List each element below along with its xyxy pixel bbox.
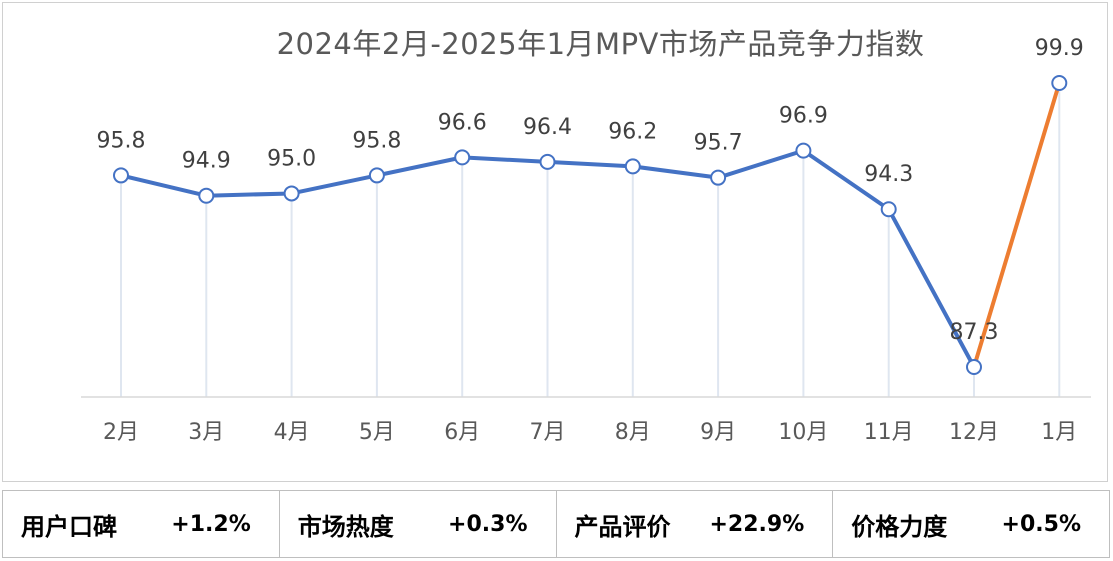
data-label: 95.7 [694,131,743,156]
data-point [368,167,385,184]
metric-value: +22.9% [709,511,805,537]
metric-value: +0.3% [448,511,528,537]
x-tick-label: 6月 [444,420,480,445]
data-point [198,187,215,204]
line-chart: 95.8 94.9 95.0 95.8 96.6 96.4 96.2 95.7 96.9 94.3… [81,36,1091,445]
metric-value: +1.2% [171,511,251,537]
x-tick-label: 1月 [1041,420,1077,445]
x-tick-label: 2月 [103,420,139,445]
metric-value: +0.5% [1001,511,1081,537]
highlight-segment [972,81,1062,369]
data-label: 96.4 [523,115,572,140]
metrics-row: 用户口碑 +1.2% 市场热度 +0.3% 产品评价 +22.9% 价格力度 +… [2,490,1110,558]
x-tick-label: 7月 [530,420,566,445]
data-label: 96.2 [608,119,657,144]
data-label: 95.8 [97,128,146,153]
x-tick-label: 9月 [700,420,736,445]
metric-label: 产品评价 [574,512,671,541]
metric-label: 市场热度 [297,512,394,541]
data-label: 96.6 [438,110,487,135]
x-tick-label: 3月 [188,420,224,445]
x-tick-label: 8月 [615,420,651,445]
data-label: 96.9 [779,104,828,129]
data-point [1051,75,1068,91]
data-point [624,158,641,175]
metric-product-review: 产品评价 +22.9% [557,491,834,557]
x-tick-label: 5月 [359,420,395,445]
x-tick-label: 10月 [778,420,828,445]
chart-title: 2024年2月-2025年1月MPV市场产品竞争力指数 [276,27,925,61]
data-point [795,142,812,159]
data-point [966,359,982,375]
chart-frame: 2024年2月-2025年1月MPV市场产品竞争力指数 95.8 94.9 95.0… [2,2,1108,482]
data-label: 87.3 [950,320,999,345]
metric-price-strength: 价格力度 +0.5% [833,491,1109,557]
metric-market-heat: 市场热度 +0.3% [280,491,557,557]
data-point [454,149,471,166]
data-point [113,167,129,184]
data-label: 94.9 [182,149,231,174]
metric-label: 用户口碑 [21,512,117,541]
data-point [283,185,300,202]
x-tick-label: 12月 [949,420,999,445]
data-point [880,201,897,218]
data-label: 99.9 [1035,36,1084,61]
x-tick-label: 11月 [864,420,914,445]
x-tick-label: 4月 [274,420,310,445]
data-point [539,153,556,170]
data-label: 94.3 [864,162,913,187]
data-point [710,169,727,186]
data-label: 95.0 [267,146,316,171]
metric-user-reputation: 用户口碑 +1.2% [3,491,280,557]
data-label: 95.8 [352,128,401,153]
metric-label: 价格力度 [851,512,948,541]
